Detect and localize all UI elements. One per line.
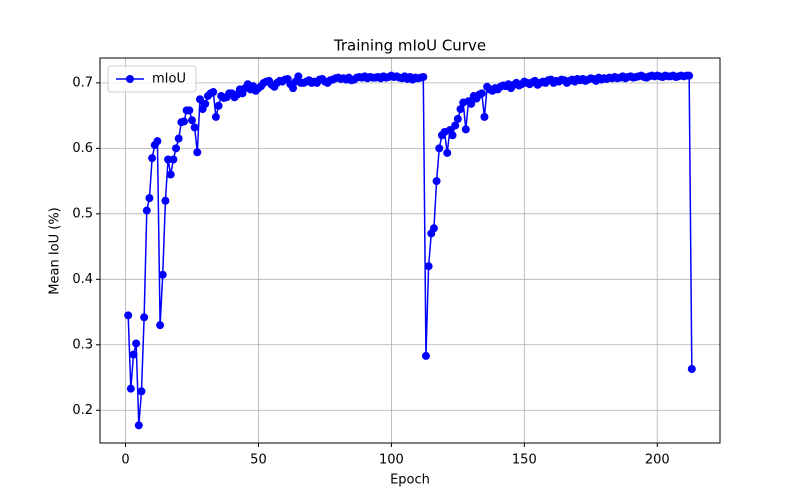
data-point [132,339,141,348]
data-point [432,177,441,186]
y-tick-label: 0.3 [72,337,93,352]
data-point [195,95,204,104]
data-point [190,123,199,132]
data-point [443,148,452,157]
data-point [687,365,696,374]
data-point [158,270,167,279]
data-point [137,387,146,396]
data-point [134,421,143,430]
data-point [142,206,151,215]
data-point [140,313,149,322]
legend-label: mIoU [152,72,186,87]
y-tick-label: 0.4 [72,272,93,287]
data-point [294,72,303,81]
data-point [211,112,220,121]
data-point [126,384,135,393]
y-tick-label: 0.2 [72,403,93,418]
data-point [456,105,465,114]
data-point [153,137,162,146]
data-point [424,262,433,271]
data-point [451,121,460,130]
data-point [166,170,175,179]
data-point [421,351,430,360]
legend-box [107,65,197,93]
x-axis-label: Epoch [390,473,430,488]
data-point [419,72,428,81]
x-tick-label: 0 [121,453,129,468]
data-point [172,144,181,153]
data-point [156,321,165,330]
axes-frame [99,57,721,444]
y-tick-label: 0.7 [72,75,93,90]
data-point [145,194,154,203]
chart-title: Training mIoU Curve [333,37,486,55]
data-point [148,154,157,163]
x-tick-label: 200 [645,453,670,468]
data-point [180,117,189,126]
x-tick-label: 150 [512,453,537,468]
x-tick-label: 100 [379,453,404,468]
data-point [214,101,223,110]
data-point [435,144,444,153]
data-point [174,134,183,143]
data-point [429,224,438,233]
data-point [185,106,194,115]
data-point [129,350,138,359]
data-point [467,99,476,108]
y-axis-label: Mean IoU (%) [48,207,63,294]
x-tick-label: 50 [250,453,267,468]
data-point [289,84,298,93]
y-tick-label: 0.5 [72,206,93,221]
data-point [201,99,210,108]
data-point [187,116,196,125]
data-point [209,88,218,97]
legend-marker [126,75,134,83]
data-point [477,89,486,98]
data-point [161,196,170,205]
data-point [124,311,133,320]
data-point [448,131,457,140]
data-point [461,125,470,134]
data-point [169,155,178,164]
data-point [685,71,694,80]
y-tick-label: 0.6 [72,141,93,156]
data-point [453,114,462,123]
data-point [193,148,202,157]
data-point [480,112,489,121]
